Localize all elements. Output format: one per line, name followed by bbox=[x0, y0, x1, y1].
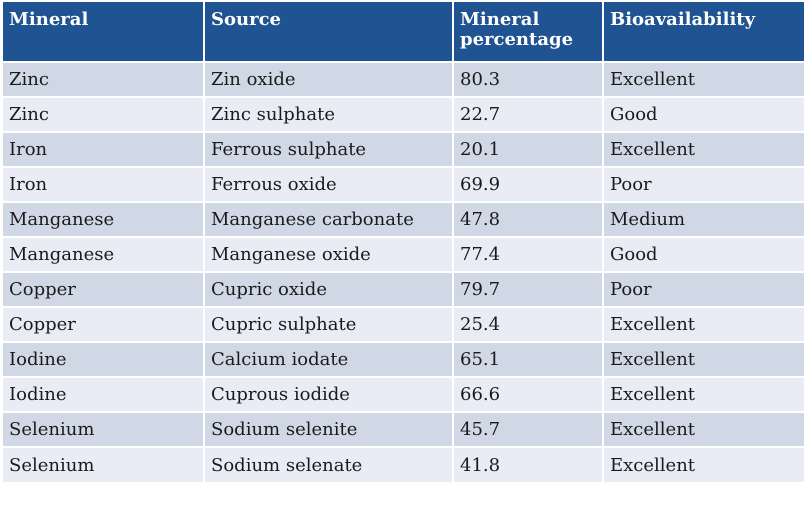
cell-mineral-percentage: 66.6 bbox=[453, 376, 604, 412]
cell-source: Ferrous oxide bbox=[204, 166, 454, 202]
cell-mineral-percentage: 65.1 bbox=[453, 341, 604, 377]
table-row: Iodine Calcium iodate 65.1 Excellent bbox=[3, 341, 804, 377]
table-header: Mineral Source Mineral percentage Bioavai… bbox=[3, 2, 804, 62]
cell-mineral-percentage: 41.8 bbox=[453, 446, 604, 482]
cell-mineral-percentage: 69.9 bbox=[453, 166, 604, 202]
table-row: Iron Ferrous oxide 69.9 Poor bbox=[3, 166, 804, 202]
cell-mineral-percentage: 22.7 bbox=[453, 96, 604, 132]
table-row: Selenium Sodium selenate 41.8 Excellent bbox=[3, 446, 804, 482]
cell-bioavailability: Poor bbox=[603, 271, 804, 307]
cell-mineral-percentage: 47.8 bbox=[453, 201, 604, 237]
table-body: Zinc Zin oxide 80.3 Excellent Zinc Zinc … bbox=[3, 61, 804, 482]
mineral-table-container: Mineral Source Mineral percentage Bioavai… bbox=[3, 2, 804, 482]
cell-bioavailability: Medium bbox=[603, 201, 804, 237]
column-header-source-label: Source bbox=[211, 9, 281, 30]
header-row: Mineral Source Mineral percentage Bioavai… bbox=[3, 2, 804, 62]
table-row: Copper Cupric oxide 79.7 Poor bbox=[3, 271, 804, 307]
cell-bioavailability: Good bbox=[603, 236, 804, 272]
cell-source: Cupric sulphate bbox=[204, 306, 454, 342]
column-header-pct-line2: percentage bbox=[460, 29, 574, 50]
cell-source: Manganese carbonate bbox=[204, 201, 454, 237]
cell-source: Calcium iodate bbox=[204, 341, 454, 377]
cell-source: Zinc sulphate bbox=[204, 96, 454, 132]
cell-source: Cuprous iodide bbox=[204, 376, 454, 412]
cell-bioavailability: Excellent bbox=[603, 411, 804, 447]
cell-mineral: Iodine bbox=[3, 376, 205, 412]
table-row: Manganese Manganese carbonate 47.8 Mediu… bbox=[3, 201, 804, 237]
cell-bioavailability: Excellent bbox=[603, 376, 804, 412]
cell-mineral: Iron bbox=[3, 131, 205, 167]
cell-bioavailability: Excellent bbox=[603, 61, 804, 97]
column-header-bioavailability: Bioavailability bbox=[603, 2, 804, 62]
cell-source: Zin oxide bbox=[204, 61, 454, 97]
cell-bioavailability: Poor bbox=[603, 166, 804, 202]
column-header-mineral: Mineral bbox=[3, 2, 205, 62]
cell-source: Sodium selenate bbox=[204, 446, 454, 482]
cell-mineral: Manganese bbox=[3, 236, 205, 272]
column-header-source: Source bbox=[204, 2, 454, 62]
cell-bioavailability: Excellent bbox=[603, 306, 804, 342]
table-row: Iodine Cuprous iodide 66.6 Excellent bbox=[3, 376, 804, 412]
table-row: Selenium Sodium selenite 45.7 Excellent bbox=[3, 411, 804, 447]
cell-source: Ferrous sulphate bbox=[204, 131, 454, 167]
table-row: Copper Cupric sulphate 25.4 Excellent bbox=[3, 306, 804, 342]
cell-mineral: Copper bbox=[3, 306, 205, 342]
table-row: Manganese Manganese oxide 77.4 Good bbox=[3, 236, 804, 272]
cell-mineral: Manganese bbox=[3, 201, 205, 237]
cell-source: Manganese oxide bbox=[204, 236, 454, 272]
table-row: Zinc Zinc sulphate 22.7 Good bbox=[3, 96, 804, 132]
cell-bioavailability: Excellent bbox=[603, 131, 804, 167]
column-header-pct-line1: Mineral bbox=[460, 9, 540, 30]
cell-bioavailability: Excellent bbox=[603, 341, 804, 377]
cell-mineral-percentage: 77.4 bbox=[453, 236, 604, 272]
cell-mineral: Zinc bbox=[3, 61, 205, 97]
cell-mineral: Copper bbox=[3, 271, 205, 307]
table-row: Zinc Zin oxide 80.3 Excellent bbox=[3, 61, 804, 97]
table-row: Iron Ferrous sulphate 20.1 Excellent bbox=[3, 131, 804, 167]
cell-mineral: Selenium bbox=[3, 446, 205, 482]
cell-source: Cupric oxide bbox=[204, 271, 454, 307]
cell-mineral: Zinc bbox=[3, 96, 205, 132]
cell-mineral-percentage: 20.1 bbox=[453, 131, 604, 167]
cell-bioavailability: Excellent bbox=[603, 446, 804, 482]
mineral-bioavailability-table: Mineral Source Mineral percentage Bioavai… bbox=[3, 2, 804, 482]
cell-mineral: Iron bbox=[3, 166, 205, 202]
column-header-bioavailability-label: Bioavailability bbox=[610, 9, 756, 30]
cell-mineral-percentage: 25.4 bbox=[453, 306, 604, 342]
cell-mineral-percentage: 80.3 bbox=[453, 61, 604, 97]
cell-source: Sodium selenite bbox=[204, 411, 454, 447]
cell-mineral-percentage: 45.7 bbox=[453, 411, 604, 447]
cell-mineral-percentage: 79.7 bbox=[453, 271, 604, 307]
column-header-mineral-percentage: Mineral percentage bbox=[453, 2, 604, 62]
cell-bioavailability: Good bbox=[603, 96, 804, 132]
column-header-mineral-label: Mineral bbox=[9, 9, 89, 30]
cell-mineral: Iodine bbox=[3, 341, 205, 377]
cell-mineral: Selenium bbox=[3, 411, 205, 447]
